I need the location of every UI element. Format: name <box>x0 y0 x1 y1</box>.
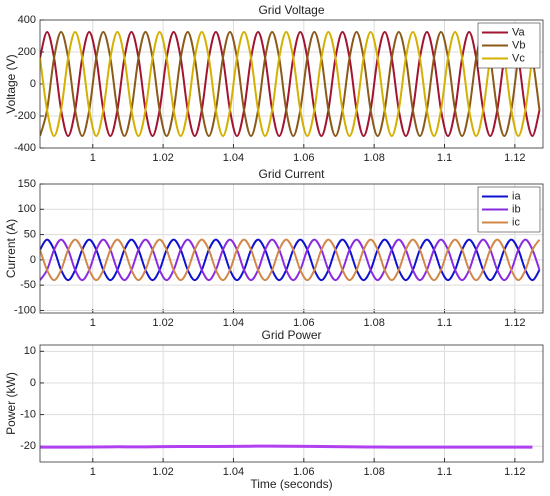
data-line <box>40 238 541 282</box>
chart-title: Grid Current <box>258 167 325 181</box>
x-tick-label: 1.08 <box>363 317 384 329</box>
x-tick-label: 1 <box>90 152 96 164</box>
data-line <box>40 238 541 282</box>
plot-area <box>40 184 543 313</box>
y-tick-label: 0 <box>30 254 36 266</box>
data-line <box>40 30 541 138</box>
legend-label: ic <box>512 216 520 228</box>
y-tick-label: 0 <box>30 377 36 389</box>
legend-label: ia <box>512 190 521 202</box>
legend-label: ib <box>512 203 521 215</box>
x-tick-label: 1.08 <box>363 466 384 478</box>
data-line <box>40 238 541 282</box>
y-tick-label: 400 <box>18 14 36 26</box>
legend-label: Va <box>512 26 526 38</box>
x-tick-label: 1.02 <box>152 466 173 478</box>
data-line <box>40 30 541 138</box>
y-tick-label: 0 <box>30 78 36 90</box>
chart-title: Grid Voltage <box>258 3 324 17</box>
x-tick-label: 1.04 <box>223 317 244 329</box>
x-tick-label: 1.04 <box>223 466 244 478</box>
y-tick-label: 150 <box>18 178 36 190</box>
y-axis-label: Power (kW) <box>4 372 18 435</box>
plot-area <box>40 345 543 462</box>
series-group <box>40 444 533 449</box>
y-tick-label: -400 <box>14 142 36 154</box>
x-tick-label: 1.02 <box>152 152 173 164</box>
x-tick-label: 1.08 <box>363 152 384 164</box>
chart-title: Grid Power <box>261 328 321 342</box>
x-tick-label: 1.12 <box>504 466 525 478</box>
x-tick-label: 1.1 <box>437 317 452 329</box>
x-tick-label: 1.06 <box>293 317 314 329</box>
x-tick-label: 1.1 <box>437 152 452 164</box>
legend-label: Vb <box>512 39 525 51</box>
x-tick-label: 1.06 <box>293 466 314 478</box>
x-axis-label: Time (seconds) <box>250 477 332 491</box>
axes-box <box>39 344 544 463</box>
y-tick-label: 100 <box>18 203 36 215</box>
y-tick-label: 200 <box>18 46 36 58</box>
y-tick-label: -200 <box>14 110 36 122</box>
x-tick-label: 1.12 <box>504 317 525 329</box>
y-tick-label: -100 <box>14 304 36 316</box>
data-line <box>40 444 533 449</box>
x-tick-label: 1.04 <box>223 152 244 164</box>
y-tick-label: -20 <box>20 440 36 452</box>
x-tick-label: 1.1 <box>437 466 452 478</box>
x-tick-label: 1.06 <box>293 152 314 164</box>
x-tick-label: 1 <box>90 317 96 329</box>
y-tick-label: 10 <box>24 345 36 357</box>
series-group <box>40 238 541 282</box>
y-axis-label: Current (A) <box>4 219 18 278</box>
y-tick-label: -10 <box>20 408 36 420</box>
axes-box <box>39 19 544 149</box>
y-tick-label: 50 <box>24 228 36 240</box>
axes-box <box>39 183 544 314</box>
x-tick-label: 1.12 <box>504 152 525 164</box>
series-group <box>40 30 541 138</box>
x-tick-label: 1.02 <box>152 317 173 329</box>
y-axis-label: Voltage (V) <box>4 54 18 113</box>
y-tick-label: -50 <box>20 279 36 291</box>
data-line <box>40 30 541 138</box>
x-tick-label: 1 <box>90 466 96 478</box>
legend-label: Vc <box>512 52 525 64</box>
